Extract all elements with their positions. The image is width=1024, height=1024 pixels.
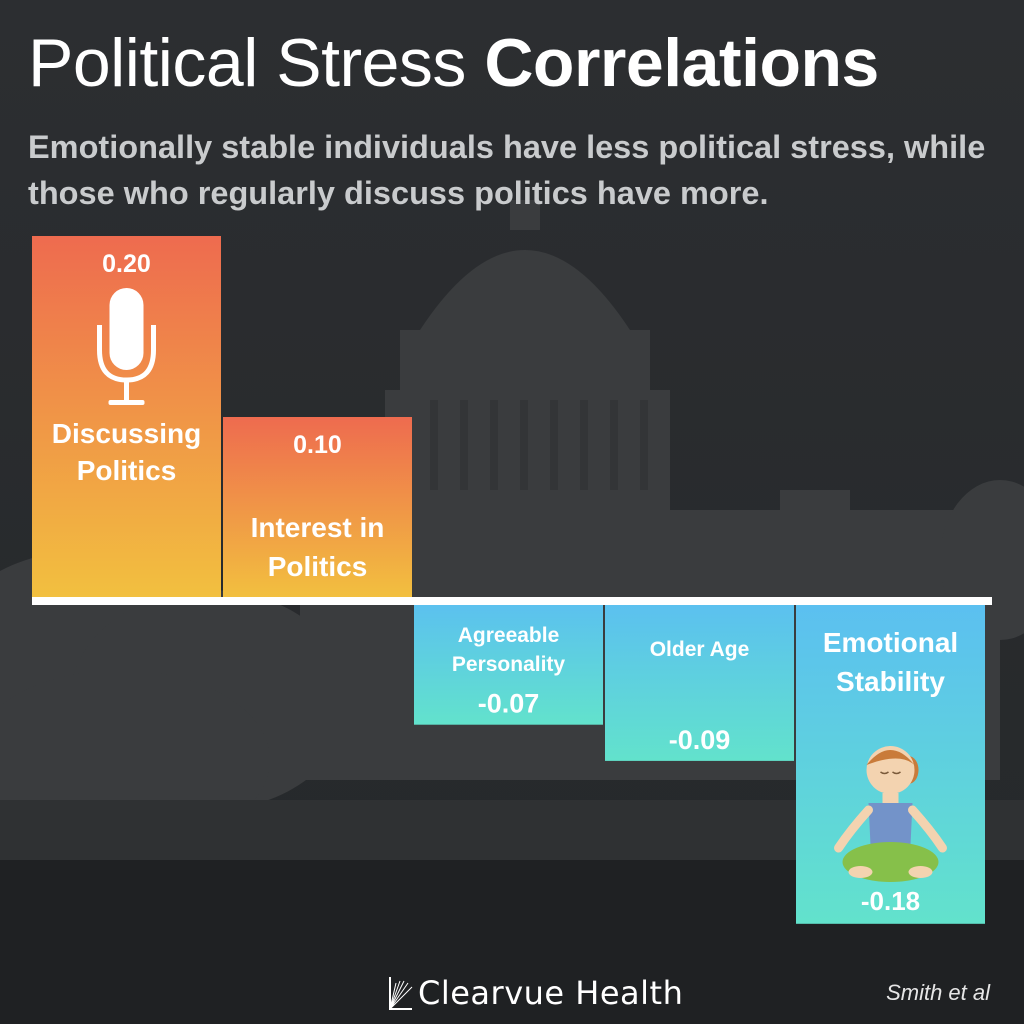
value-label: -0.18 bbox=[861, 886, 920, 916]
title-light: Political Stress bbox=[28, 25, 466, 101]
microphone-icon bbox=[97, 288, 156, 405]
category-label: Politics bbox=[77, 455, 177, 486]
brand-logo: Clearvue Health bbox=[386, 970, 683, 1016]
value-label: -0.09 bbox=[669, 725, 731, 755]
category-label: Interest in bbox=[251, 512, 385, 543]
category-label: Politics bbox=[268, 551, 368, 582]
chart-subtitle: Emotionally stable individuals have less… bbox=[28, 129, 986, 211]
brand-name: Clearvue Health bbox=[418, 974, 684, 1012]
brand-mark-icon bbox=[389, 977, 413, 1010]
category-label: Discussing bbox=[52, 418, 201, 449]
category-label: Older Age bbox=[650, 638, 750, 661]
value-label: -0.07 bbox=[478, 689, 540, 719]
meditation-icon bbox=[834, 746, 947, 882]
category-label: Stability bbox=[836, 666, 945, 697]
bar-1 bbox=[223, 417, 412, 598]
bar-3 bbox=[605, 598, 794, 761]
chart-title: Political Stress Correlations bbox=[28, 26, 879, 101]
category-label: Agreeable bbox=[458, 624, 560, 647]
bar-2 bbox=[414, 598, 603, 725]
value-label: 0.10 bbox=[293, 431, 342, 459]
category-label: Personality bbox=[452, 653, 566, 676]
baseline-axis bbox=[32, 597, 992, 605]
title-bold: Correlations bbox=[484, 25, 879, 101]
category-label: Emotional bbox=[823, 627, 958, 658]
value-label: 0.20 bbox=[102, 250, 151, 278]
source-credit: Smith et al bbox=[886, 980, 990, 1005]
